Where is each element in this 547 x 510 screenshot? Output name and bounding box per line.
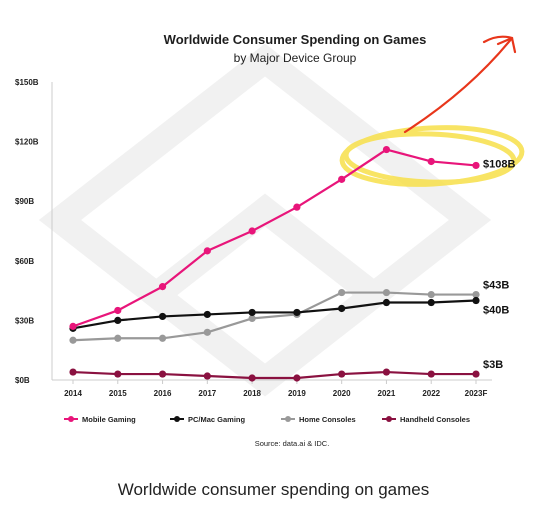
x-tick-label: 2021: [378, 389, 396, 398]
y-tick-label: $90B: [15, 197, 34, 206]
x-tick-label: 2020: [333, 389, 351, 398]
x-tick-label: 2018: [243, 389, 261, 398]
data-point: [114, 370, 122, 378]
data-point: [248, 374, 256, 382]
data-point: [248, 308, 256, 317]
data-point: [114, 316, 122, 324]
data-point: [427, 157, 435, 166]
data-point: [472, 161, 480, 170]
data-point: [158, 283, 167, 291]
chart-subtitle: by Major Device Group: [234, 51, 357, 65]
data-point: [203, 372, 211, 380]
end-value-label: $108B: [483, 158, 515, 170]
data-point: [382, 368, 391, 376]
data-point: [382, 288, 391, 297]
data-point: [158, 334, 167, 342]
data-point: [248, 314, 256, 323]
x-tick-label: 2014: [64, 389, 82, 398]
end-value-label: $3B: [483, 359, 503, 371]
data-point: [69, 368, 77, 376]
series-line-mobile-gaming: [72, 148, 477, 328]
y-tick-label: $0B: [15, 376, 30, 385]
data-point: [338, 370, 346, 378]
data-point: [203, 328, 211, 336]
data-point: [338, 304, 346, 313]
data-point: [158, 370, 167, 378]
chart-title: Worldwide Consumer Spending on Games: [164, 32, 427, 47]
data-point: [427, 290, 435, 299]
x-tick-label: 2022: [422, 389, 440, 398]
data-point: [427, 370, 435, 378]
legend-marker: [68, 416, 74, 422]
data-point: [203, 310, 211, 319]
data-point: [293, 374, 301, 382]
data-point: [293, 203, 301, 211]
y-tick-label: $30B: [15, 316, 34, 325]
series-line-handheld-consoles: [72, 370, 476, 380]
data-point: [69, 336, 77, 344]
data-point: [338, 288, 346, 297]
legend-label: Mobile Gaming: [82, 415, 136, 424]
data-point: [248, 227, 256, 235]
y-tick-label: $60B: [15, 257, 34, 266]
source-note: Source: data.ai & IDC.: [255, 439, 330, 448]
data-point: [472, 290, 480, 299]
series-line-pc-mac-gaming: [72, 299, 477, 330]
data-point: [338, 175, 346, 183]
y-tick-label: $150B: [15, 78, 39, 87]
data-point: [382, 145, 391, 154]
data-point: [472, 370, 480, 378]
data-point: [158, 312, 167, 321]
data-point: [382, 298, 391, 307]
series-line-home-consoles: [72, 291, 476, 342]
x-tick-label: 2023F: [465, 389, 488, 398]
watermark-pattern: [38, 43, 492, 397]
x-tick-label: 2016: [154, 389, 172, 398]
data-point: [293, 308, 301, 317]
y-tick-label: $120B: [15, 138, 39, 147]
x-tick-label: 2019: [288, 389, 306, 398]
x-tick-label: 2017: [198, 389, 216, 398]
data-point: [203, 247, 211, 255]
legend-marker: [386, 416, 392, 422]
data-point: [472, 296, 480, 305]
arrow-annotation: [403, 35, 517, 134]
legend-marker: [285, 416, 291, 422]
end-value-label: $40B: [483, 305, 509, 317]
data-point: [69, 322, 77, 330]
x-tick-label: 2015: [109, 389, 127, 398]
legend-label: Handheld Consoles: [400, 415, 470, 424]
legend-label: Home Consoles: [299, 415, 356, 424]
legend-label: PC/Mac Gaming: [188, 415, 246, 424]
highlight-scribble: [339, 125, 525, 187]
legend-marker: [174, 416, 180, 422]
image-caption: Worldwide consumer spending on games: [117, 480, 430, 499]
data-point: [427, 298, 435, 307]
data-point: [114, 306, 122, 315]
end-value-label: $43B: [483, 280, 509, 292]
data-point: [114, 334, 122, 342]
